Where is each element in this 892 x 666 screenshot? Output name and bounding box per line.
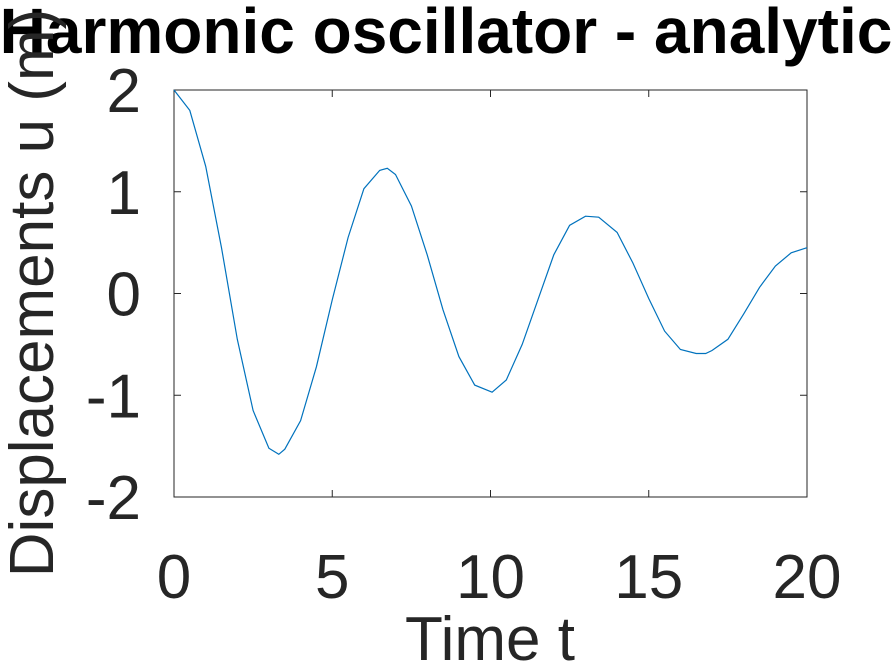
y-tick-label: -2 [86,464,141,533]
x-tick-label: 20 [773,543,842,612]
x-tick-label: 0 [157,543,191,612]
series-line [173,89,808,456]
x-tick-label: 5 [315,543,349,612]
x-tick-label: 10 [456,543,525,612]
y-tick-label: 1 [107,159,141,228]
y-tick-label: 2 [107,57,141,126]
x-tick-labels: 0 5 10 15 20 [157,543,842,612]
chart-title: Harmonic oscillator - analytic [0,0,892,67]
y-tick-label: 0 [107,261,141,330]
y-tick-labels: -2 -1 0 1 2 [86,57,141,533]
y-axis-label: Displacements u (m) [0,9,67,577]
y-tick-label: -1 [86,362,141,431]
axis-ticks [173,89,808,498]
plot-area [173,89,808,498]
x-axis-label: Time t [405,605,575,666]
x-tick-label: 15 [614,543,683,612]
